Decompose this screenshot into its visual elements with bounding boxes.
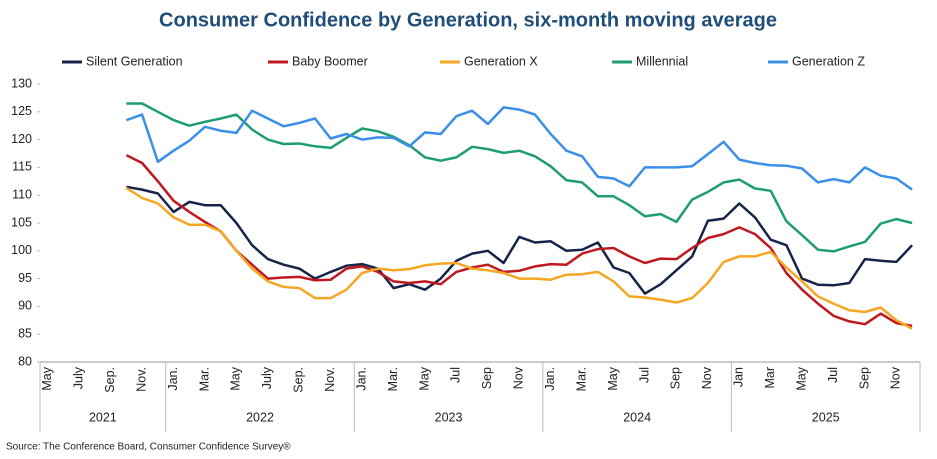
legend-label: Silent Generation — [86, 54, 183, 68]
series-line — [125, 154, 913, 328]
y-tick-label: 105 — [11, 215, 32, 229]
x-tick-label: Jan. — [354, 367, 368, 391]
x-tick-label: Mar. — [386, 367, 400, 391]
y-tick-label: 85 — [18, 326, 32, 340]
chart-title: Consumer Confidence by Generation, six-m… — [159, 9, 777, 31]
x-tick-label: Sep — [480, 367, 494, 389]
year-label: 2024 — [623, 410, 651, 424]
x-tick-label: Sep — [857, 367, 871, 389]
series-line — [125, 186, 913, 330]
x-tick-label: May — [229, 366, 243, 390]
y-tick-label: 90 — [18, 299, 32, 313]
series-line — [126, 102, 913, 253]
y-tick-label: 115 — [12, 160, 32, 174]
y-tick-label: 80 — [18, 354, 32, 368]
x-tick-label: Jul — [826, 367, 840, 383]
legend-label: Millennial — [636, 54, 688, 68]
x-tick-label: Nov — [700, 366, 714, 389]
year-label: 2025 — [812, 410, 840, 424]
source: Source: The Conference Board, Consumer C… — [6, 442, 291, 453]
x-tick-label: Sep. — [292, 367, 306, 393]
series-line — [126, 185, 914, 295]
x-tick-label: Mar. — [574, 367, 588, 391]
x-tick-label: Jan — [732, 367, 746, 387]
x-tick-label: July — [72, 366, 86, 389]
y-tick-label: 125 — [11, 104, 32, 118]
series-line — [125, 106, 913, 191]
x-tick-label: May — [794, 366, 808, 390]
y-tick-label: 130 — [11, 76, 32, 90]
x-tick-label: Jan. — [543, 367, 557, 391]
x-tick-label: May — [40, 366, 54, 390]
x-tick-label: Nov — [512, 366, 526, 389]
y-tick-label: 100 — [11, 243, 32, 257]
x-tick-label: Jan. — [166, 367, 180, 391]
y-tick-label: 95 — [18, 271, 32, 285]
legend-label: Generation Z — [792, 54, 865, 68]
x-tick-label: Nov — [889, 366, 903, 389]
x-tick-label: Jul — [449, 367, 463, 383]
y-tick-label: 110 — [12, 187, 32, 201]
legend-label: Generation X — [464, 54, 538, 68]
x-tick-label: Nov. — [134, 367, 148, 392]
x-tick-label: Jul — [637, 367, 651, 383]
year-label: 2021 — [89, 410, 117, 424]
year-label: 2023 — [435, 410, 463, 424]
x-tick-label: May — [417, 366, 431, 390]
year-label: 2022 — [246, 410, 274, 424]
x-tick-label: Sep. — [103, 367, 117, 393]
x-tick-label: Nov. — [323, 367, 337, 392]
x-tick-label: Sep — [669, 367, 683, 389]
x-tick-label: Mar — [763, 367, 777, 389]
x-tick-label: July — [260, 366, 274, 389]
y-tick-label: 120 — [11, 132, 32, 146]
x-tick-label: May — [606, 366, 620, 390]
x-tick-label: Mar. — [197, 367, 211, 391]
legend-label: Baby Boomer — [292, 54, 368, 68]
